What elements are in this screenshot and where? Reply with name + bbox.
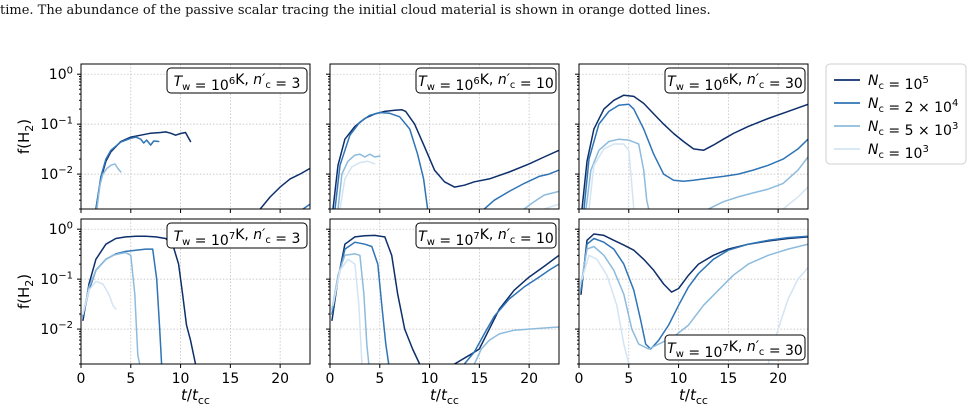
legend-label-5e3: Nc = 5 × 103 [868, 119, 958, 139]
series-line-1e5 [453, 254, 559, 364]
y-tick-label: 10−1 [40, 270, 73, 288]
x-tick-label: 10 [172, 371, 190, 387]
series-line-2e4 [580, 235, 808, 350]
panel-label-box [166, 67, 308, 94]
panel-label-box [664, 334, 806, 361]
y-tick-label: 10−2 [40, 320, 73, 338]
panel-e: 0 5 10 15 20 Tw = 107K, n′c = 10 t/tcc [326, 218, 560, 407]
axes-frame [329, 218, 560, 365]
panel-label-box [415, 67, 557, 94]
axes-frame [80, 218, 311, 365]
series-line-1e3 [332, 258, 363, 364]
series-line-2e4 [95, 136, 160, 209]
legend-label-1e5: Nc = 105 [868, 73, 929, 93]
x-tick-label: 15 [470, 371, 488, 387]
x-tick-label: 0 [575, 371, 584, 387]
series-line-1e5 [82, 235, 197, 364]
series-line-2e4 [583, 103, 808, 209]
y-axis-label: f(H2) [15, 119, 36, 154]
series-line-1e3 [543, 203, 559, 209]
x-axis-label: t/tcc [430, 386, 459, 407]
series-line-1e3 [782, 186, 808, 209]
x-axis-label: t/tcc [679, 386, 708, 407]
figure-caption: time. The abundance of the passive scala… [0, 3, 711, 18]
series-line-5e3 [523, 190, 559, 209]
legend: Nc = 105 Nc = 2 × 104 Nc = 5 × 103 Nc = 103 [825, 63, 967, 165]
legend-frame [825, 63, 967, 165]
panel-label-box [166, 222, 308, 249]
series-line-1e5 [331, 234, 421, 364]
panel-label: Tw = 107K, n′c = 10 [418, 227, 554, 249]
panel-label-box [415, 222, 557, 249]
panel-c: Tw = 106K, n′c = 30 [575, 63, 809, 213]
panel-label: Tw = 106K, n′c = 30 [667, 72, 803, 94]
series-line-5e3 [331, 253, 370, 364]
x-tick-label: 0 [326, 371, 335, 387]
series-line-5e3 [585, 138, 650, 209]
y-axis-label: f(H2) [15, 274, 36, 309]
series-line-2e4 [463, 263, 559, 364]
series-line-2e4 [334, 111, 429, 209]
x-tick-label: 10 [670, 371, 688, 387]
axes-frame [329, 63, 560, 210]
x-tick-label: 5 [126, 371, 135, 387]
series-line-2e4 [483, 169, 559, 209]
x-tick-label: 5 [624, 371, 633, 387]
series-line-5e3 [82, 251, 141, 364]
series-line-1e3 [581, 254, 630, 364]
x-tick-label: 5 [375, 371, 384, 387]
y-tick-label: 10−1 [40, 115, 73, 133]
x-tick-label: 20 [769, 371, 787, 387]
series-line-5e3 [707, 156, 808, 209]
series-line-5e3 [580, 243, 808, 350]
legend-label-2e4: Nc = 2 × 104 [868, 96, 958, 116]
series-line-1e5 [581, 94, 808, 209]
series-line-5e3 [473, 326, 559, 364]
panel-label-box [664, 67, 806, 94]
series-line-1e3 [339, 160, 376, 209]
x-tick-label: 0 [77, 371, 86, 387]
series-line-5e3 [96, 163, 122, 209]
x-axis-label: t/tcc [181, 386, 210, 407]
y-tick-label: 100 [49, 65, 73, 83]
axes-frame [80, 63, 311, 210]
x-tick-label: 15 [221, 371, 239, 387]
x-tick-label: 10 [421, 371, 439, 387]
series-line-1e5 [580, 233, 808, 295]
series-line-2e4 [302, 203, 310, 209]
y-tick-label: 100 [49, 220, 73, 238]
axes-frame [578, 218, 809, 365]
series-line-5e3 [337, 153, 381, 209]
panel-label: Tw = 107K, n′c = 30 [667, 339, 803, 361]
panel-label: Tw = 106K, n′c = 10 [418, 72, 554, 94]
x-tick-label: 15 [719, 371, 737, 387]
series-line-1e3 [82, 280, 117, 315]
x-tick-label: 20 [271, 371, 289, 387]
panel-f: 0 5 10 15 20 Tw = 107K, n′c = 30 t/tcc [575, 218, 809, 407]
axes-frame [578, 63, 809, 210]
y-tick-label: 10−2 [40, 165, 73, 183]
series-line-1e5 [95, 131, 192, 209]
x-tick-label: 20 [520, 371, 538, 387]
panel-b: Tw = 106K, n′c = 10 [326, 63, 560, 213]
series-line-1e5 [259, 167, 310, 209]
series-line-1e3 [588, 143, 635, 209]
series-line-2e4 [82, 248, 163, 364]
series-line-1e5 [332, 108, 559, 209]
legend-label-1e3: Nc = 103 [868, 142, 929, 162]
